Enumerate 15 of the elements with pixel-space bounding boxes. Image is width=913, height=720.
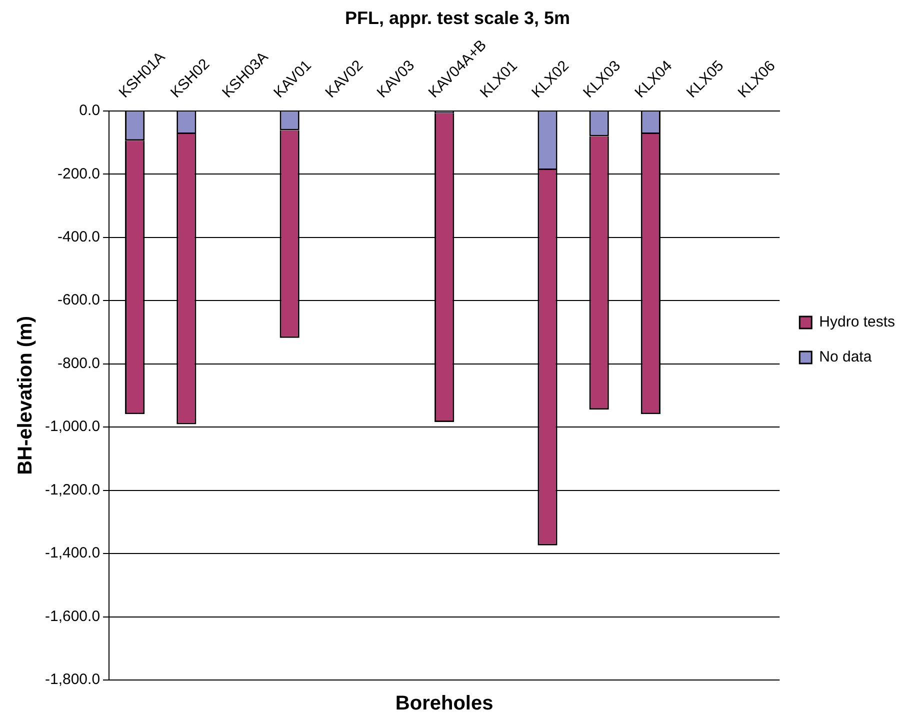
y-tick-label: -1,200.0 xyxy=(44,481,100,498)
x-axis-title: Boreholes xyxy=(395,692,494,715)
chart-title: PFL, appr. test scale 3, 5m xyxy=(344,8,570,28)
y-tick-label: -400.0 xyxy=(57,228,100,246)
y-tick-label: -1,800.0 xyxy=(44,671,100,688)
y-tick-label: -200.0 xyxy=(57,165,100,182)
y-tick-label: -800.0 xyxy=(57,354,100,372)
legend-label: Hydro tests xyxy=(819,314,895,331)
y-axis-title: BH-elevation (m) xyxy=(14,316,37,475)
y-tick-label: -600.0 xyxy=(57,292,100,309)
y-tick-label: -1,400.0 xyxy=(44,544,100,562)
y-tick-label: -1,000.0 xyxy=(44,418,100,436)
y-tick-label: -1,600.0 xyxy=(44,608,100,625)
legend-label: No data xyxy=(819,348,872,366)
y-tick-label: 0.0 xyxy=(79,102,100,120)
